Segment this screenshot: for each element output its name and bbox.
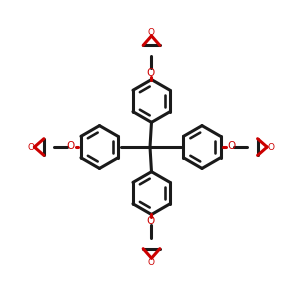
Text: O: O (227, 141, 235, 151)
Text: O: O (148, 258, 155, 267)
Text: O: O (66, 141, 74, 151)
Text: O: O (148, 28, 155, 37)
Text: O: O (147, 216, 155, 226)
Text: O: O (268, 142, 274, 152)
Text: O: O (27, 142, 34, 152)
Text: O: O (147, 68, 155, 78)
